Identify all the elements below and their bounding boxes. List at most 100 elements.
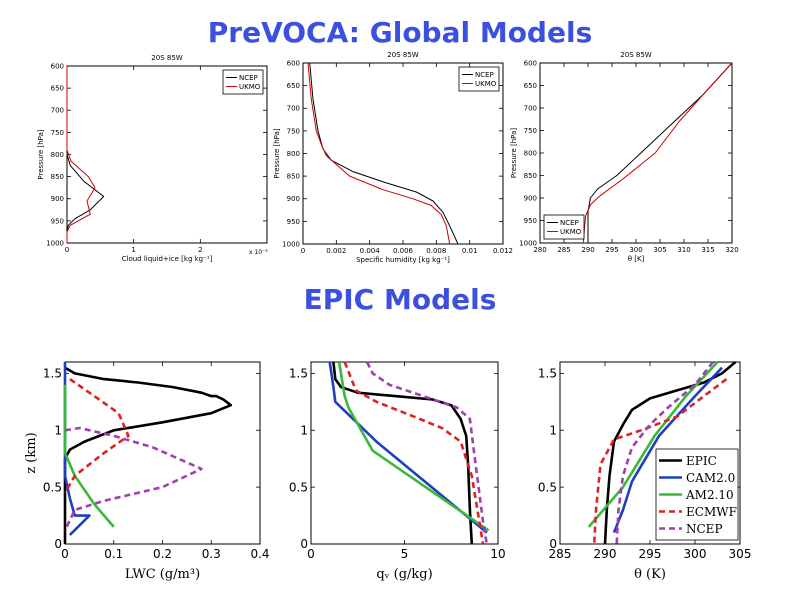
chart2-y-tick-label: 1000 [282, 240, 300, 248]
chart3-y-tick-label: 700 [524, 104, 537, 112]
chart4-x-tick-label: 0 [61, 547, 69, 561]
chart2-series-ukmo [307, 62, 451, 245]
chart1-x-tick-label: 2 [198, 246, 202, 254]
chart3-title: 20S 85W [620, 51, 651, 59]
chart3-x-tick-label: 290 [581, 246, 594, 254]
chart3-series-ncep [587, 62, 733, 243]
chart3-x-tick-label: 310 [677, 246, 690, 254]
chart4-y-tick-label: 1 [54, 423, 62, 437]
chart1-legend-box [222, 69, 264, 95]
chart3-x-tick-label: 285 [557, 246, 570, 254]
chart1-title: 20S 85W [151, 54, 182, 62]
chart3-y-tick-label: 900 [524, 194, 537, 202]
chart3-y-tick-label: 850 [524, 172, 537, 180]
chart2-y-tick-label: 950 [287, 218, 300, 226]
chart1-series-ukmo [66, 66, 96, 243]
chart4-x-tick-label: 0.4 [250, 547, 269, 561]
chart1-y-tick-label: 800 [51, 151, 64, 159]
chart4-x-tick-label: 0.1 [104, 547, 123, 561]
chart6-legend-label: AM2.10 [685, 488, 734, 502]
chart5-x-label: qᵥ (g/kg) [376, 567, 432, 582]
chart6-legend-label: EPIC [686, 454, 717, 468]
chart1-y-tick-label: 850 [51, 173, 64, 181]
chart2-y-tick-label: 800 [287, 150, 300, 158]
chart4-series-epic [63, 366, 233, 544]
chart6-series-ncep [615, 361, 715, 545]
chart5-series-ncep [365, 361, 489, 545]
chart2-x-tick-label: 0 [301, 247, 305, 255]
chart6-x-tick-label: 295 [639, 547, 662, 561]
chart3-y-tick-label: 600 [524, 59, 537, 67]
chart1-y-tick-label: 900 [51, 195, 64, 203]
chart2-legend-label: UKMO [475, 80, 497, 88]
chart5-series-ecmwf [343, 361, 485, 545]
chart4-series-ecmwf [63, 378, 130, 494]
chart6-legend-label: ECMWF [686, 505, 737, 519]
chart2-legend-box [458, 66, 500, 92]
chart5-y-tick-label: 0.5 [289, 480, 308, 494]
chart6-x-tick-label: 300 [684, 547, 707, 561]
chart4-x-tick-label: 0.2 [153, 547, 172, 561]
prevoca-title: PreVOCA: Global Models [207, 16, 593, 49]
chart3-x-tick-label: 320 [725, 246, 738, 254]
chart4-x-tick-label: 0.3 [202, 547, 221, 561]
chart1-y-tick-label: 600 [51, 62, 64, 70]
chart4-y-tick-label: 0.5 [43, 480, 62, 494]
chart4-y-tick-label: 0 [54, 537, 62, 551]
chart3-x-tick-label: 295 [605, 246, 618, 254]
chart2-x-tick-label: 0.008 [426, 247, 446, 255]
chart3-x-tick-label: 300 [629, 246, 642, 254]
chart6-y-tick-label: 1.5 [538, 367, 557, 381]
chart5-y-tick-label: 0 [300, 537, 308, 551]
chart2-y-tick-label: 850 [287, 173, 300, 181]
chart3-legend-label: UKMO [560, 228, 582, 236]
chart5-series-cam2-0 [328, 361, 488, 534]
chart1-y-tick-label: 700 [51, 107, 64, 115]
chart3-y-tick-label: 650 [524, 82, 537, 90]
chart2-y-tick-label: 700 [287, 105, 300, 113]
chart6-legend-label: CAM2.0 [686, 471, 735, 485]
chart5-series-am2-10 [337, 361, 490, 532]
chart1-x-tick-label: 1 [131, 246, 135, 254]
chart1-y-tick-label: 650 [51, 85, 64, 93]
chart1-x-multiplier: x 10⁻³ [249, 249, 268, 256]
chart1-y-label: Pressure [hPa] [37, 129, 45, 179]
chart2-x-label: Specific humidity [kg kg⁻¹] [356, 256, 450, 264]
chart3-series-ukmo [582, 62, 733, 244]
chart4-y-tick-label: 1.5 [43, 367, 62, 381]
chart6-y-tick-label: 1 [549, 423, 557, 437]
chart2-y-tick-label: 750 [287, 127, 300, 135]
chart2-y-tick-label: 600 [287, 59, 300, 67]
chart3-y-label: Pressure [hPa] [510, 128, 518, 178]
chart2-title: 20S 85W [387, 51, 418, 59]
chart4-series-ncep [63, 426, 203, 531]
chart3-x-tick-label: 305 [653, 246, 666, 254]
chart2-x-tick-label: 0.012 [493, 247, 513, 255]
chart6-x-tick-label: 290 [594, 547, 617, 561]
chart2-x-tick-label: 0.002 [326, 247, 346, 255]
chart5-series-epic [332, 361, 474, 545]
chart1-x-tick-label: 0 [65, 246, 69, 254]
chart6-x-tick-label: 305 [729, 547, 752, 561]
chart3-y-tick-label: 750 [524, 127, 537, 135]
chart2-series-ncep [309, 62, 459, 245]
chart5-x-tick-label: 10 [490, 547, 505, 561]
chart4-series-cam2-0 [63, 362, 91, 536]
chart1-legend-label: NCEP [239, 74, 258, 82]
chart6-x-label: θ (K) [634, 567, 666, 582]
chart6-x-tick-label: 285 [549, 547, 572, 561]
epic-title: EPIC Models [303, 283, 497, 316]
chart3-y-tick-label: 950 [524, 217, 537, 225]
chart3-x-tick-label: 315 [701, 246, 714, 254]
chart1-y-tick-label: 950 [51, 217, 64, 225]
chart6-y-tick-label: 0 [549, 537, 557, 551]
chart2-y-tick-label: 650 [287, 82, 300, 90]
chart1-legend-label: UKMO [239, 83, 261, 91]
chart1-x-label: Cloud liquid+ice [kg kg⁻¹] [122, 255, 213, 263]
chart6-series-am2-10 [587, 361, 719, 528]
chart2-x-tick-label: 0.004 [360, 247, 381, 255]
chart1-y-tick-label: 1000 [46, 239, 64, 247]
chart2-x-tick-label: 0.01 [462, 247, 478, 255]
chart5-y-tick-label: 1.5 [289, 367, 308, 381]
